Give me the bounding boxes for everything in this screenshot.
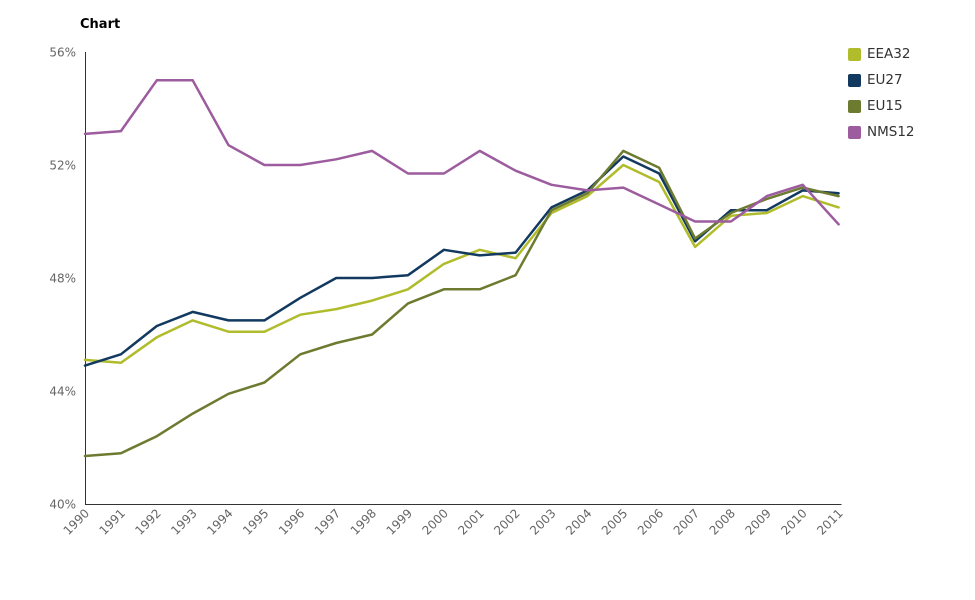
x-axis-label: 1993: [168, 506, 199, 537]
x-axis-label: 2006: [635, 506, 666, 537]
x-axis-label: 2010: [778, 506, 809, 537]
x-axis-label: 2003: [527, 506, 558, 537]
series-line-EU27: [83, 155, 840, 367]
x-axis-label: 2005: [599, 506, 630, 537]
y-axis-label: 56%: [49, 46, 76, 60]
y-axis-label: 40%: [49, 498, 76, 512]
x-axis-label: 1992: [132, 506, 163, 537]
x-axis-label: 1995: [240, 506, 271, 537]
y-axis-label: 44%: [49, 385, 76, 399]
series-line-EU15: [83, 149, 840, 458]
x-axis-label: 2002: [491, 506, 522, 537]
y-axis-label: 52%: [49, 159, 76, 173]
series-line-EEA32: [83, 163, 840, 365]
legend-label: EU15: [867, 98, 903, 114]
legend-label: EU27: [867, 72, 903, 88]
x-axis-label: 1996: [276, 506, 307, 537]
legend-label: EEA32: [867, 46, 911, 62]
legend-item-eu27[interactable]: EU27: [848, 72, 915, 89]
x-axis-label: 2007: [671, 506, 702, 537]
legend-swatch-eu27: [848, 74, 861, 87]
x-axis-label: 1998: [348, 506, 379, 537]
x-axis-label: 2001: [455, 506, 486, 537]
legend-item-eu15[interactable]: EU15: [848, 98, 915, 115]
legend-item-eea32[interactable]: EEA32: [848, 46, 915, 63]
legend-swatch-eea32: [848, 48, 861, 61]
x-axis-label: 2004: [563, 506, 594, 537]
x-axis-label: 2000: [419, 506, 450, 537]
x-axis-label: 1997: [312, 506, 343, 537]
legend-swatch-nms12: [848, 126, 861, 139]
y-axis-label: 48%: [49, 272, 76, 286]
x-axis-label: 1999: [384, 506, 415, 537]
x-axis-label: 2008: [707, 506, 738, 537]
legend-item-nms12[interactable]: NMS12: [848, 124, 915, 141]
legend-label: NMS12: [867, 124, 915, 140]
x-axis-label: 1994: [204, 506, 235, 537]
x-axis-label: 1991: [97, 506, 128, 537]
x-axis-label: 2011: [814, 506, 845, 537]
legend: EEA32 EU27 EU15 NMS12: [848, 46, 915, 141]
chart-title: Chart: [80, 17, 121, 32]
series-line-NMS12: [83, 79, 840, 226]
legend-swatch-eu15: [848, 100, 861, 113]
x-axis-label: 2009: [742, 506, 773, 537]
